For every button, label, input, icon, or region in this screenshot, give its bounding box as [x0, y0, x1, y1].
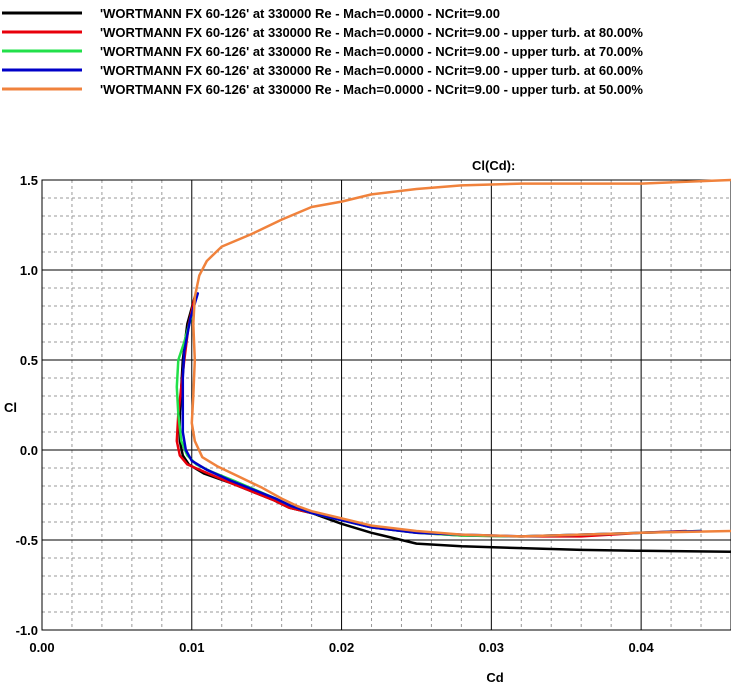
legend-entry-4: 'WORTMANN FX 60-126' at 330000 Re - Mach… [100, 63, 643, 78]
legend-entry-2: 'WORTMANN FX 60-126' at 330000 Re - Mach… [100, 25, 643, 40]
grid [41, 179, 731, 631]
legend-entry-5: 'WORTMANN FX 60-126' at 330000 Re - Mach… [100, 82, 643, 97]
series-line-5 [190, 178, 731, 538]
x-axis-label: Cd [486, 670, 503, 685]
plot-frame [41, 179, 731, 631]
y-tick-label: -1.0 [16, 623, 38, 638]
x-tick-label: 0.01 [179, 640, 204, 655]
legend: 'WORTMANN FX 60-126' at 330000 Re - Mach… [2, 6, 643, 97]
series-lines [175, 178, 731, 553]
tick-labels: 0.00 0.01 0.02 0.03 0.04 1.5 1.0 0.5 0.0 -0.5 -1.0 [16, 173, 655, 655]
x-tick-label: 0.04 [628, 640, 654, 655]
series-line-1 [178, 295, 731, 553]
legend-entry-1: 'WORTMANN FX 60-126' at 330000 Re - Mach… [100, 6, 500, 21]
x-tick-label: 0.02 [329, 640, 354, 655]
y-tick-label: 1.5 [20, 173, 38, 188]
x-tick-label: 0.00 [29, 640, 54, 655]
y-tick-label: 0.5 [20, 353, 38, 368]
series-line-3 [175, 313, 703, 538]
y-axis-label: Cl [4, 400, 17, 415]
chart-title: Cl(Cd): [472, 158, 515, 173]
y-tick-label: 1.0 [20, 263, 38, 278]
y-tick-label: 0.0 [20, 443, 38, 458]
series-line-4 [181, 292, 703, 538]
y-tick-label: -0.5 [16, 533, 38, 548]
x-tick-label: 0.03 [479, 640, 504, 655]
legend-entry-3: 'WORTMANN FX 60-126' at 330000 Re - Mach… [100, 44, 643, 59]
